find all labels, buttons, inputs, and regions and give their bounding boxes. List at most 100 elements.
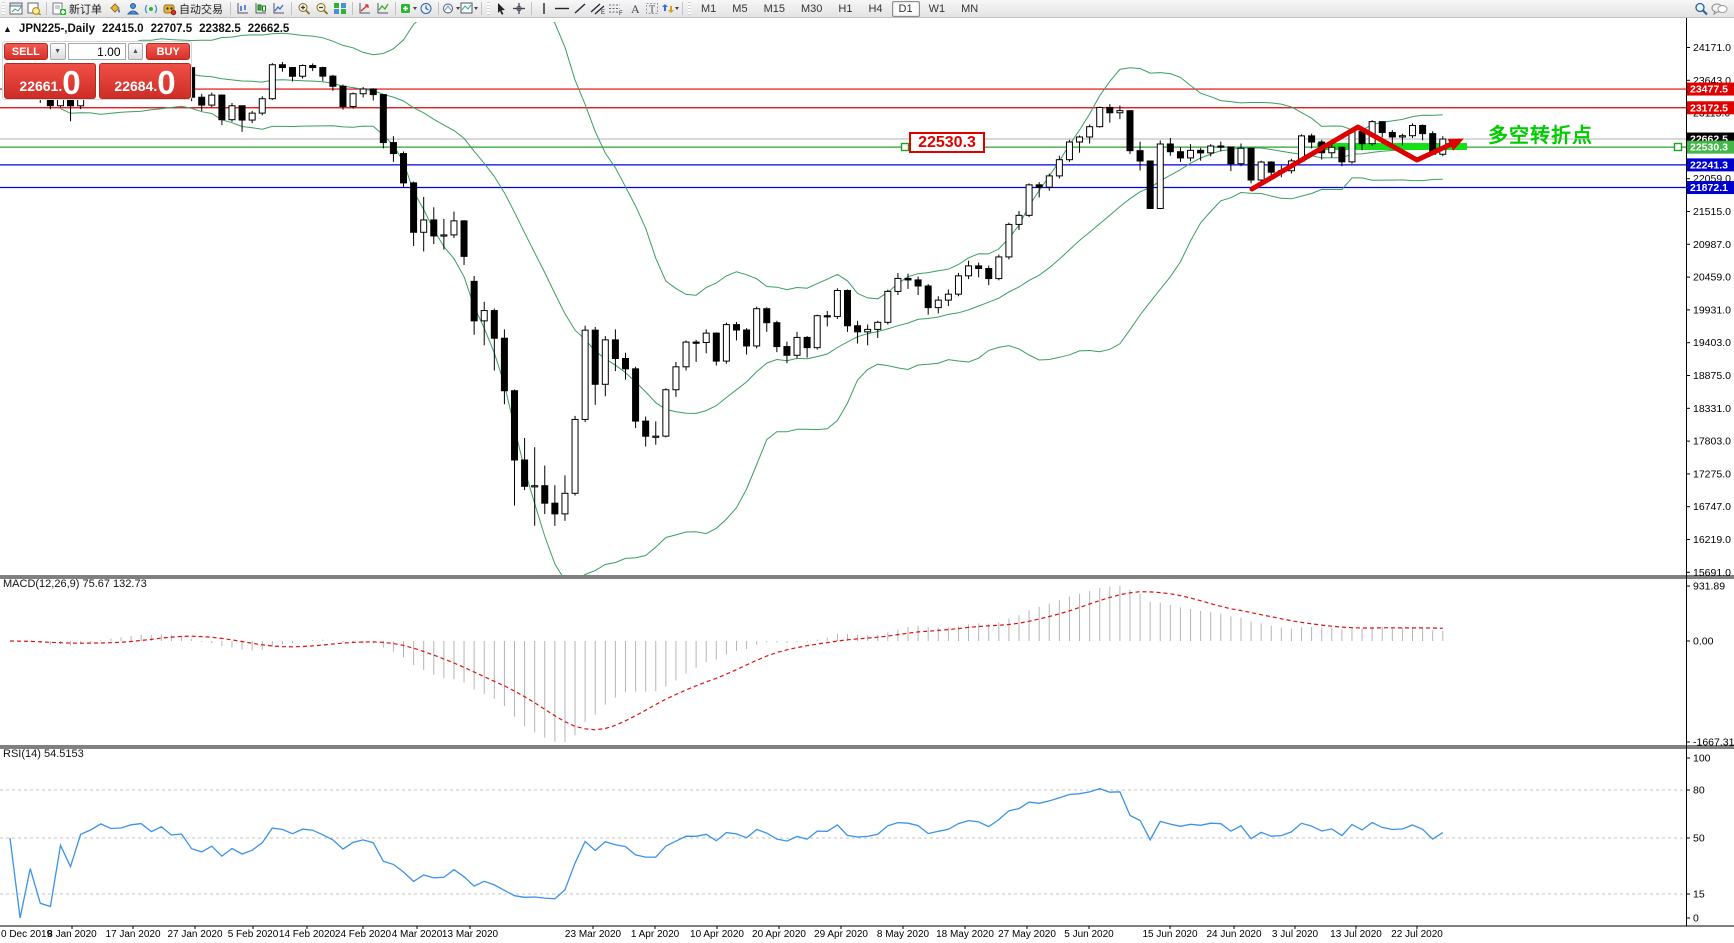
indicators-icon[interactable] (356, 1, 374, 16)
rsi-label: RSI(14) 54.5153 (3, 748, 84, 760)
candle-body (1176, 151, 1184, 159)
autotrade-label[interactable]: 自动交易 (179, 3, 223, 16)
text-label-tool-icon[interactable]: T (643, 1, 661, 16)
candle-body (1055, 159, 1063, 177)
profile-window-icon[interactable] (25, 1, 43, 16)
buy-button[interactable]: BUY (146, 43, 190, 60)
new-order-label[interactable]: 新订单 (69, 3, 102, 16)
price-callout-box[interactable]: 22530.3 (909, 132, 985, 153)
line-chart-mode-icon[interactable] (270, 1, 288, 16)
candle-body (440, 234, 448, 237)
candle-body (359, 88, 367, 95)
zoom-out-icon[interactable] (313, 1, 331, 16)
candle-body (601, 339, 609, 385)
objects-list-icon[interactable] (442, 1, 460, 16)
candle-body (743, 329, 751, 347)
timeframe-m15[interactable]: M15 (763, 2, 785, 15)
timeframe-m1[interactable]: M1 (701, 2, 717, 15)
date-label: 13 Jul 2020 (1330, 929, 1382, 940)
line-selection-handle[interactable] (1673, 142, 1683, 152)
chart-window-icon[interactable] (7, 1, 25, 16)
timeframe-d1[interactable]: D1 (891, 0, 920, 17)
collapse-panel-icon[interactable]: ▲ (3, 24, 12, 34)
timeframe-m5[interactable]: M5 (732, 2, 748, 15)
volume-input[interactable] (67, 43, 126, 60)
autotrade-icon[interactable] (160, 1, 178, 16)
candle-body (581, 329, 589, 420)
candle-body (238, 105, 246, 121)
candle-body (511, 390, 518, 461)
timeframe-m30[interactable]: M30 (800, 2, 823, 15)
cursor-icon[interactable] (492, 1, 510, 16)
sell-button[interactable]: SELL (4, 43, 48, 60)
arrows-tool-icon[interactable] (661, 1, 679, 16)
new-order-icon[interactable] (50, 1, 68, 16)
period-clock-icon[interactable] (417, 1, 435, 16)
buy-price-panel[interactable]: 22684. 0 (99, 63, 191, 99)
trendline-tool-icon[interactable] (571, 1, 589, 16)
line-selection-handle[interactable] (900, 142, 910, 152)
signal-icon[interactable] (142, 1, 160, 16)
candle-body (329, 75, 337, 87)
candle-body (208, 94, 216, 106)
axis-tick-label: 21515.0 (1693, 206, 1731, 218)
candle-body (783, 346, 791, 356)
volume-increase-button[interactable]: ▲ (127, 43, 144, 60)
horizontal-line-tool-icon[interactable] (553, 1, 571, 16)
candle-body (611, 339, 619, 360)
timeframe-mn[interactable]: MN (961, 2, 979, 15)
crosshair-icon[interactable] (510, 1, 528, 16)
vertical-line-tool-icon[interactable] (535, 1, 553, 16)
candle-body (531, 485, 539, 488)
template-icon[interactable] (460, 1, 478, 16)
text-tool-icon[interactable]: A (625, 1, 643, 16)
annotation-text[interactable]: 多空转折点 (1488, 125, 1593, 147)
search-icon[interactable] (1692, 1, 1710, 16)
bar-chart-mode-icon[interactable] (234, 1, 252, 16)
indicator-window-icon[interactable] (374, 1, 392, 16)
date-label: 18 May 2020 (936, 929, 994, 940)
candle-body (1207, 145, 1215, 154)
axis-tick-label: 17275.0 (1693, 468, 1731, 480)
candle-body (621, 358, 629, 370)
tile-windows-icon[interactable] (331, 1, 349, 16)
candle-body (1247, 147, 1255, 181)
candle-body (1227, 146, 1235, 165)
profile-icon[interactable] (124, 1, 142, 16)
macd-label: MACD(12,26,9) 75.67 132.73 (3, 578, 147, 590)
macd-pane (9, 586, 1444, 742)
zoom-in-icon[interactable] (295, 1, 313, 16)
styles-bucket-icon[interactable] (106, 1, 124, 16)
candle-body (662, 389, 670, 437)
candle-body (985, 268, 993, 280)
candle-body (1035, 184, 1043, 188)
chat-icon[interactable] (1710, 1, 1728, 16)
sell-price-panel[interactable]: 22661. 0 (4, 63, 96, 99)
volume-decrease-button[interactable]: ▼ (49, 43, 66, 60)
candle-body (1005, 223, 1013, 258)
candle-body (1116, 110, 1124, 114)
timeframe-h4[interactable]: H4 (868, 2, 883, 15)
timeframe-h1[interactable]: H1 (838, 2, 853, 15)
axis-tick-label: 16219.0 (1693, 534, 1731, 546)
candle-body (1126, 110, 1134, 152)
timeframe-w1[interactable]: W1 (928, 2, 946, 15)
price-axis[interactable]: 24171.023643.023115.022059.021515.020987… (1686, 17, 1734, 926)
fibonacci-tool-icon[interactable]: F (607, 1, 625, 16)
candle-body (410, 182, 418, 233)
candle-body (1136, 150, 1144, 162)
add-indicator-icon[interactable] (399, 1, 417, 16)
candle-body (692, 341, 700, 344)
channel-tool-icon[interactable]: E (589, 1, 607, 16)
candle-body (1398, 135, 1406, 138)
candle-body (702, 332, 710, 344)
toolbar-separator (230, 2, 231, 15)
trend-arrow-annotation[interactable] (1249, 124, 1461, 192)
price-tag-label: 21872.1 (1690, 182, 1728, 194)
axis-tick-label: 20987.0 (1693, 239, 1731, 251)
candle-chart-mode-icon[interactable] (252, 1, 270, 16)
candle-body (904, 277, 912, 281)
candle-body (389, 142, 397, 155)
